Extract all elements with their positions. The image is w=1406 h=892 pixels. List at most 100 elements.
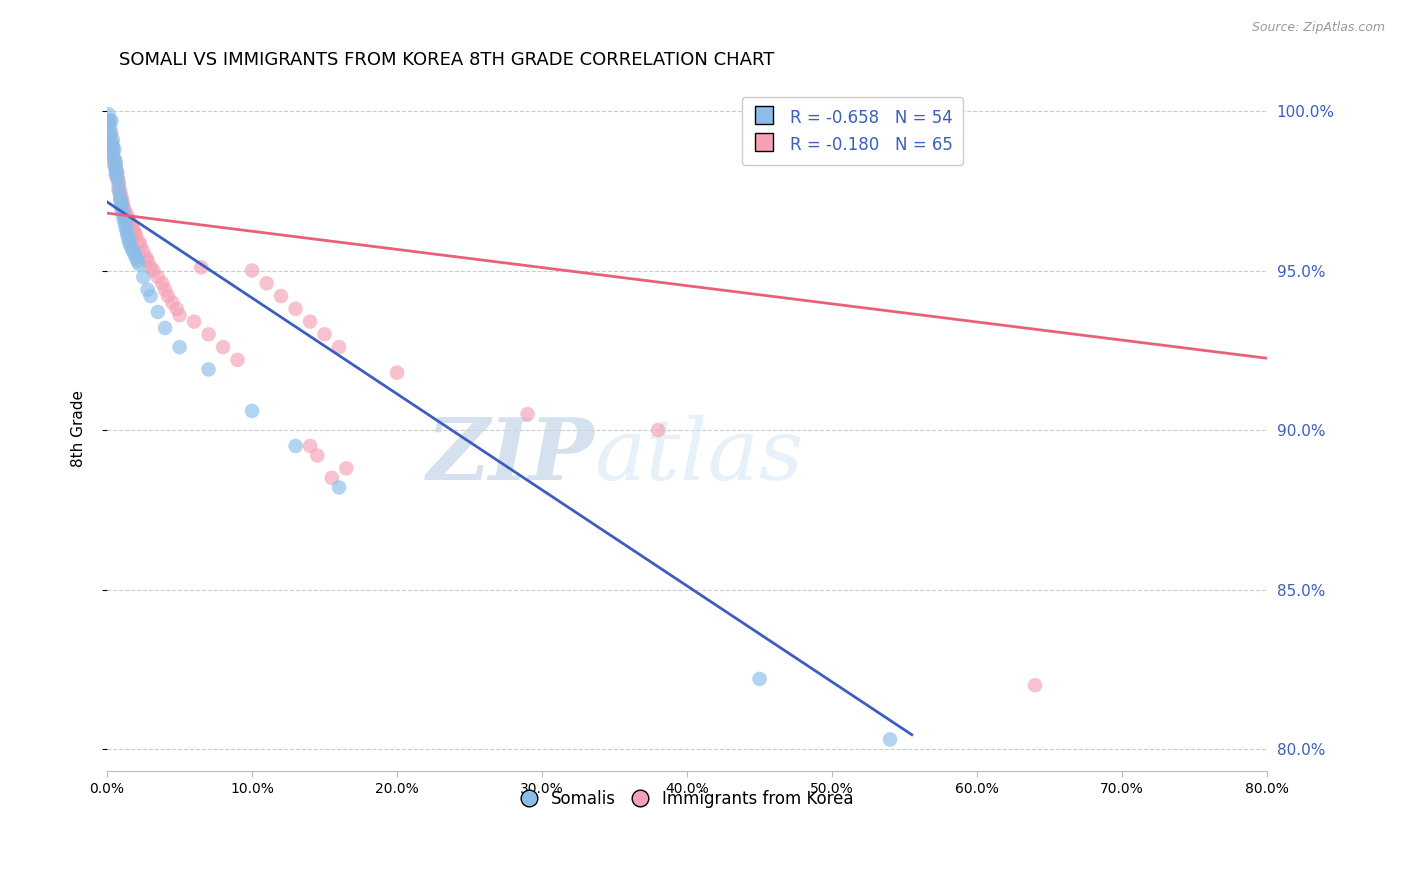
- Point: [120, 238, 142, 252]
- Point: [128, 235, 150, 249]
- Point: [108, 190, 131, 204]
- Text: ZIP: ZIP: [426, 414, 595, 498]
- Point: [328, 480, 350, 494]
- Point: [103, 158, 125, 172]
- Point: [107, 184, 129, 198]
- Point: [118, 212, 141, 227]
- Point: [190, 260, 212, 275]
- Point: [103, 152, 125, 166]
- Point: [118, 235, 141, 249]
- Point: [114, 216, 136, 230]
- Point: [314, 327, 336, 342]
- Point: [226, 352, 249, 367]
- Point: [299, 439, 322, 453]
- Point: [98, 127, 121, 141]
- Point: [104, 168, 127, 182]
- Point: [108, 184, 131, 198]
- Point: [111, 209, 134, 223]
- Point: [121, 219, 143, 233]
- Point: [748, 672, 770, 686]
- Point: [120, 216, 142, 230]
- Point: [139, 260, 162, 275]
- Point: [1024, 678, 1046, 692]
- Point: [212, 340, 235, 354]
- Point: [111, 196, 134, 211]
- Point: [256, 277, 278, 291]
- Point: [110, 194, 132, 208]
- Point: [105, 164, 128, 178]
- Point: [107, 180, 129, 194]
- Point: [110, 196, 132, 211]
- Point: [270, 289, 292, 303]
- Point: [100, 136, 122, 150]
- Point: [284, 301, 307, 316]
- Point: [98, 120, 121, 134]
- Point: [105, 171, 128, 186]
- Point: [385, 366, 408, 380]
- Point: [136, 283, 159, 297]
- Point: [128, 257, 150, 271]
- Point: [105, 171, 128, 186]
- Point: [146, 269, 169, 284]
- Y-axis label: 8th Grade: 8th Grade: [72, 390, 86, 467]
- Point: [129, 238, 152, 252]
- Point: [103, 152, 125, 166]
- Point: [153, 321, 176, 335]
- Point: [103, 155, 125, 169]
- Point: [108, 194, 131, 208]
- Point: [104, 161, 127, 176]
- Point: [100, 136, 122, 150]
- Point: [117, 228, 139, 243]
- Point: [110, 190, 132, 204]
- Point: [125, 228, 148, 243]
- Point: [284, 439, 307, 453]
- Point: [127, 254, 149, 268]
- Point: [879, 732, 901, 747]
- Point: [156, 289, 179, 303]
- Point: [98, 113, 121, 128]
- Text: atlas: atlas: [595, 415, 803, 497]
- Point: [197, 362, 219, 376]
- Point: [101, 133, 124, 147]
- Point: [647, 423, 669, 437]
- Point: [321, 471, 343, 485]
- Point: [124, 247, 146, 261]
- Point: [108, 186, 131, 201]
- Point: [125, 251, 148, 265]
- Point: [117, 225, 139, 239]
- Point: [117, 209, 139, 223]
- Point: [101, 149, 124, 163]
- Point: [100, 139, 122, 153]
- Point: [197, 327, 219, 342]
- Point: [114, 212, 136, 227]
- Point: [98, 129, 121, 144]
- Legend: Somalis, Immigrants from Korea: Somalis, Immigrants from Korea: [513, 783, 860, 814]
- Point: [142, 263, 165, 277]
- Text: Source: ZipAtlas.com: Source: ZipAtlas.com: [1251, 21, 1385, 34]
- Point: [150, 277, 173, 291]
- Point: [136, 254, 159, 268]
- Point: [115, 206, 138, 220]
- Point: [110, 200, 132, 214]
- Point: [111, 206, 134, 220]
- Point: [299, 315, 322, 329]
- Point: [328, 340, 350, 354]
- Point: [132, 269, 155, 284]
- Point: [104, 164, 127, 178]
- Point: [121, 241, 143, 255]
- Point: [240, 404, 263, 418]
- Point: [107, 174, 129, 188]
- Point: [114, 202, 136, 217]
- Point: [97, 120, 120, 134]
- Point: [124, 225, 146, 239]
- Point: [97, 127, 120, 141]
- Point: [516, 407, 538, 421]
- Point: [122, 244, 145, 259]
- Point: [103, 142, 125, 156]
- Point: [335, 461, 357, 475]
- Point: [169, 340, 191, 354]
- Point: [307, 449, 329, 463]
- Point: [100, 127, 122, 141]
- Point: [105, 168, 128, 182]
- Point: [104, 155, 127, 169]
